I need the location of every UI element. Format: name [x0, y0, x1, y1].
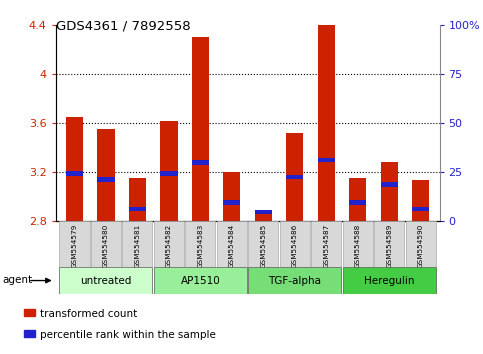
Bar	[192, 160, 209, 165]
Text: percentile rank within the sample: percentile rank within the sample	[40, 330, 215, 340]
Bar	[317, 158, 335, 162]
FancyBboxPatch shape	[154, 267, 247, 294]
Bar	[255, 210, 272, 215]
Bar	[381, 162, 398, 221]
Text: GSM554590: GSM554590	[418, 224, 424, 268]
Bar	[349, 200, 366, 205]
Bar	[223, 172, 241, 221]
FancyBboxPatch shape	[248, 267, 341, 294]
Bar	[412, 179, 429, 221]
Bar	[412, 207, 429, 211]
Bar	[192, 37, 209, 221]
FancyBboxPatch shape	[406, 221, 436, 267]
FancyBboxPatch shape	[342, 267, 436, 294]
FancyBboxPatch shape	[374, 221, 404, 267]
FancyBboxPatch shape	[280, 221, 310, 267]
Text: agent: agent	[2, 275, 32, 285]
Text: GSM554586: GSM554586	[292, 224, 298, 268]
Text: GSM554582: GSM554582	[166, 224, 172, 268]
Text: Heregulin: Heregulin	[364, 275, 414, 286]
Bar	[97, 177, 114, 182]
Bar	[349, 178, 366, 221]
FancyBboxPatch shape	[185, 221, 215, 267]
Text: GSM554588: GSM554588	[355, 224, 361, 268]
Text: GDS4361 / 7892558: GDS4361 / 7892558	[56, 19, 190, 33]
FancyBboxPatch shape	[59, 267, 153, 294]
Text: GSM554580: GSM554580	[103, 224, 109, 268]
Text: TGF-alpha: TGF-alpha	[268, 275, 321, 286]
Bar	[129, 207, 146, 211]
Text: GSM554585: GSM554585	[260, 224, 266, 268]
FancyBboxPatch shape	[311, 221, 341, 267]
Bar	[66, 117, 83, 221]
Text: GSM554587: GSM554587	[323, 224, 329, 268]
FancyBboxPatch shape	[91, 221, 121, 267]
FancyBboxPatch shape	[217, 221, 247, 267]
Bar	[129, 178, 146, 221]
Bar	[381, 182, 398, 187]
FancyBboxPatch shape	[342, 221, 373, 267]
Bar	[286, 175, 303, 179]
FancyBboxPatch shape	[59, 221, 89, 267]
Bar	[97, 129, 114, 221]
FancyBboxPatch shape	[154, 221, 184, 267]
Bar	[160, 121, 178, 221]
Text: AP1510: AP1510	[181, 275, 220, 286]
Text: GSM554581: GSM554581	[134, 224, 141, 268]
Bar	[317, 25, 335, 221]
Text: GSM554589: GSM554589	[386, 224, 392, 268]
Text: GSM554583: GSM554583	[198, 224, 203, 268]
Bar	[255, 211, 272, 221]
Text: GSM554584: GSM554584	[229, 224, 235, 268]
FancyBboxPatch shape	[248, 221, 278, 267]
Bar	[286, 133, 303, 221]
Text: transformed count: transformed count	[40, 309, 137, 319]
Bar	[160, 171, 178, 176]
Bar	[223, 200, 241, 205]
Text: GSM554579: GSM554579	[71, 224, 77, 268]
Bar	[66, 171, 83, 176]
Text: untreated: untreated	[80, 275, 131, 286]
FancyBboxPatch shape	[122, 221, 153, 267]
